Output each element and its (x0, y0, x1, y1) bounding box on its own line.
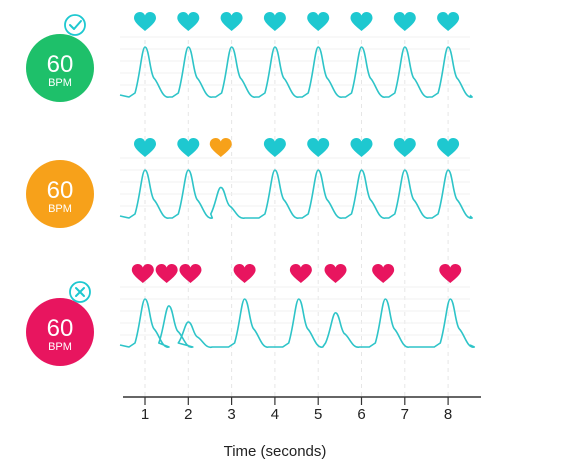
heart-row (134, 12, 460, 31)
heart-icon (372, 264, 395, 283)
ecg-line (119, 169, 473, 219)
strip-arrhythmia: 60 BPM (26, 264, 476, 366)
time-gridlines (120, 36, 470, 397)
heart-icon (324, 264, 347, 283)
bpm-unit: BPM (48, 77, 72, 89)
heart-icon (179, 264, 202, 283)
time-axis-title: Time (seconds) (224, 443, 327, 460)
bpm-value: 60 (47, 315, 74, 342)
strip-normal: 60 BPM (26, 12, 473, 102)
bpm-badge-irregular (26, 160, 94, 228)
bpm-value: 60 (47, 177, 74, 204)
heart-icon (155, 264, 178, 283)
heart-icon (439, 264, 462, 283)
tick-label: 7 (401, 406, 409, 423)
heart-icon (437, 12, 460, 31)
bpm-badge-arrhythmia (26, 298, 94, 366)
heart-icon (307, 138, 330, 157)
heart-icon (307, 12, 330, 31)
heart-icon (220, 12, 243, 31)
ecg-trace (119, 46, 473, 98)
heart-icon (437, 138, 460, 157)
heart-icon (263, 138, 286, 157)
heart-icon (263, 12, 286, 31)
heart-row (131, 264, 462, 283)
heart-icon (131, 264, 154, 283)
heart-icon (177, 138, 200, 157)
ecg-trace (119, 169, 473, 219)
heart-icon (350, 138, 373, 157)
ecg-line (119, 298, 476, 349)
time-axis: 1 2 3 4 5 6 7 8 Time (seconds) (123, 396, 481, 460)
tick-label: 8 (444, 406, 452, 423)
heart-icon (289, 264, 312, 283)
x-badge-icon (69, 281, 91, 303)
bpm-unit: BPM (48, 203, 72, 215)
heart-icon (209, 138, 232, 157)
ecg-trace (119, 298, 476, 349)
heart-icon (393, 12, 416, 31)
heart-icon (177, 12, 200, 31)
time-axis-ticks: 1 2 3 4 5 6 7 8 (141, 397, 452, 423)
tick-label: 3 (227, 406, 235, 423)
bpm-value: 60 (47, 51, 74, 78)
bpm-unit: BPM (48, 341, 72, 353)
tick-label: 5 (314, 406, 322, 423)
check-badge-icon (64, 14, 86, 36)
tick-label: 1 (141, 406, 149, 423)
tick-label: 2 (184, 406, 192, 423)
strip-irregular: 60 BPM (26, 138, 473, 228)
heart-icon (233, 264, 256, 283)
bpm-badge-normal (26, 34, 94, 102)
heart-icon (134, 12, 156, 31)
heart-icon (134, 138, 156, 157)
heart-icon (393, 138, 416, 157)
heart-icon (350, 12, 373, 31)
tick-label: 6 (357, 406, 365, 423)
heart-row (134, 138, 460, 157)
ecg-line (119, 46, 473, 98)
tick-label: 4 (271, 406, 279, 423)
